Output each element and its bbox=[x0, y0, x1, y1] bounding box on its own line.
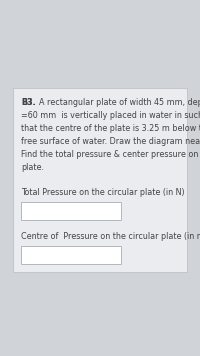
Text: Total Pressure on the circular plate (in N): Total Pressure on the circular plate (in… bbox=[21, 188, 185, 197]
Text: that the centre of the plate is 3.25 m below the: that the centre of the plate is 3.25 m b… bbox=[21, 124, 200, 133]
Text: B3.: B3. bbox=[21, 98, 36, 107]
Text: free surface of water. Draw the diagram neatly.: free surface of water. Draw the diagram … bbox=[21, 137, 200, 146]
Text: =60 mm  is vertically placed in water in such a way: =60 mm is vertically placed in water in … bbox=[21, 111, 200, 120]
Bar bbox=[21, 246, 121, 264]
Text: Centre of  Pressure on the circular plate (in m): Centre of Pressure on the circular plate… bbox=[21, 232, 200, 241]
Bar bbox=[21, 202, 121, 220]
Text: A rectangular plate of width 45 mm, depth: A rectangular plate of width 45 mm, dept… bbox=[34, 98, 200, 107]
Text: Find the total pressure & center pressure on the: Find the total pressure & center pressur… bbox=[21, 150, 200, 159]
Bar bbox=[13, 88, 187, 272]
Text: B3.: B3. bbox=[21, 98, 36, 107]
Text: plate.: plate. bbox=[21, 163, 44, 172]
